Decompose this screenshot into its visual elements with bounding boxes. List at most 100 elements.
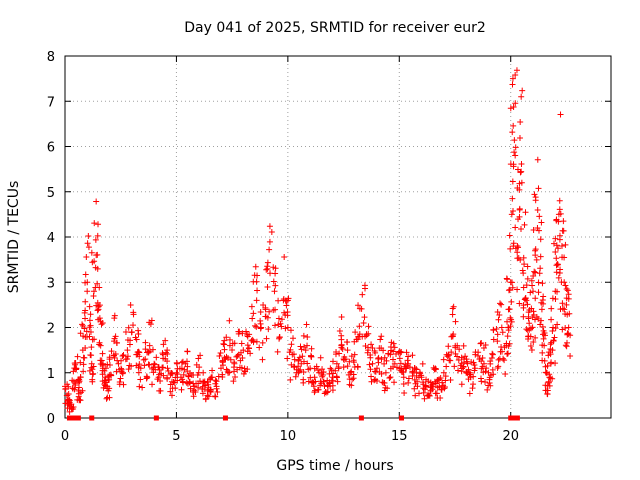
data-point <box>506 286 513 293</box>
data-point <box>127 302 134 309</box>
data-point <box>89 371 96 378</box>
data-point <box>539 297 546 304</box>
data-point <box>520 313 527 320</box>
data-point <box>537 236 544 243</box>
data-point <box>340 364 347 371</box>
data-point <box>333 360 340 367</box>
data-point <box>537 253 544 260</box>
data-point <box>470 381 477 388</box>
data-point <box>566 310 573 317</box>
data-point <box>539 323 546 330</box>
data-point <box>238 364 245 371</box>
data-point <box>330 358 337 365</box>
data-point <box>351 351 358 358</box>
data-point <box>525 309 532 316</box>
data-point <box>518 160 525 167</box>
data-point <box>348 353 355 360</box>
data-point <box>65 398 72 405</box>
data-point <box>516 134 523 141</box>
data-point <box>339 345 346 352</box>
data-point <box>264 259 271 266</box>
data-point <box>235 328 242 335</box>
data-point <box>397 360 404 367</box>
data-point <box>247 350 254 357</box>
data-point <box>350 371 357 378</box>
data-point <box>65 390 72 397</box>
data-point <box>549 347 556 354</box>
data-point <box>102 374 109 381</box>
data-point <box>409 352 416 359</box>
data-point <box>323 389 330 396</box>
data-point <box>449 311 456 318</box>
data-point <box>405 379 412 386</box>
data-point <box>510 240 517 247</box>
data-point <box>267 270 274 277</box>
data-point <box>495 316 502 323</box>
data-point <box>199 386 206 393</box>
data-point <box>216 352 223 359</box>
data-point <box>74 396 81 403</box>
data-point <box>549 375 556 382</box>
data-point <box>535 227 542 234</box>
data-point <box>449 305 456 312</box>
data-point <box>505 287 512 294</box>
data-point <box>193 361 200 368</box>
data-point <box>200 369 207 376</box>
data-point <box>66 402 73 409</box>
y-tick-label: 5 <box>47 186 55 201</box>
zero-value-marker <box>222 415 228 421</box>
data-point <box>118 357 125 364</box>
data-point <box>130 322 137 329</box>
data-point <box>434 395 441 402</box>
data-point <box>335 365 342 372</box>
data-point <box>470 373 477 380</box>
data-point <box>82 344 89 351</box>
data-point <box>262 304 269 311</box>
data-point <box>202 396 209 403</box>
data-point <box>531 268 538 275</box>
data-point <box>530 288 536 295</box>
data-point <box>367 354 374 361</box>
data-point <box>430 383 437 390</box>
data-point <box>102 365 109 372</box>
data-point <box>278 316 285 323</box>
data-point <box>438 386 445 393</box>
data-point <box>478 358 485 365</box>
data-point <box>562 241 569 248</box>
data-point <box>219 358 226 365</box>
data-point <box>372 349 379 356</box>
data-point <box>125 324 132 331</box>
data-point <box>226 317 233 324</box>
data-point <box>555 274 562 281</box>
data-point <box>106 362 113 369</box>
data-point <box>532 247 539 254</box>
data-point <box>173 369 180 376</box>
tick-labels: 0 5 10 15 20 0 1 2 3 4 5 6 7 8 <box>47 50 519 444</box>
y-tick-label: 2 <box>47 322 55 337</box>
zero-value-marker <box>399 415 405 421</box>
data-point <box>82 271 89 278</box>
data-point <box>399 369 406 376</box>
data-point <box>164 365 171 372</box>
data-point <box>90 363 97 370</box>
data-point <box>244 342 251 349</box>
data-point <box>495 356 502 363</box>
data-point <box>466 390 473 397</box>
data-point <box>508 211 515 218</box>
data-point <box>403 349 410 356</box>
data-point <box>507 245 514 252</box>
data-point <box>146 342 153 349</box>
data-point <box>434 384 441 391</box>
data-point <box>483 365 490 372</box>
data-point <box>548 359 555 366</box>
data-point <box>521 221 528 228</box>
data-point <box>559 305 566 312</box>
data-point <box>241 365 248 372</box>
data-point <box>498 301 505 308</box>
y-tick-label: 6 <box>47 141 55 156</box>
data-point <box>425 378 432 385</box>
data-point <box>565 291 572 298</box>
data-point <box>390 356 397 363</box>
data-point <box>311 374 318 381</box>
data-point <box>257 325 264 332</box>
